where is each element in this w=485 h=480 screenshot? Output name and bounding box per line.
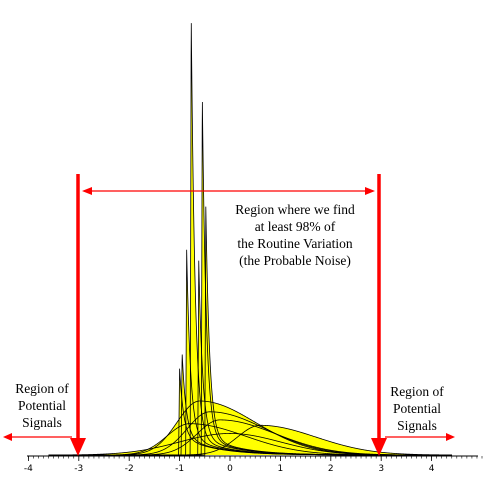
- x-axis-tick-label: 2: [328, 464, 334, 474]
- density-curve-13: [48, 423, 452, 456]
- right-annotation-line-1: Region of: [390, 384, 444, 399]
- upper-limit-arrowhead: [371, 438, 387, 456]
- right-signal-arrowhead: [446, 433, 455, 441]
- routine-arrow-left-head: [82, 187, 92, 195]
- right-annotation-line-3: Signals: [397, 418, 437, 433]
- x-axis-tick-labels: -4 -3 -2 -1 0 1 2 3 4: [24, 464, 435, 474]
- density-curves: [48, 23, 452, 456]
- center-annotation: Region where we find at least 98% of the…: [220, 198, 370, 268]
- right-annotation-line-2: Potential: [393, 401, 441, 416]
- center-annotation-line-2: at least 98% of: [255, 219, 336, 234]
- x-axis-tick-label: 3: [378, 464, 384, 474]
- left-signal-arrowhead: [3, 433, 12, 441]
- x-axis-tick-label: -1: [175, 464, 184, 474]
- left-annotation: Region of Potential Signals: [15, 381, 69, 430]
- center-annotation-line-3: the Routine Variation: [237, 236, 352, 251]
- x-axis-tick-label: -4: [24, 464, 33, 474]
- x-axis-tick-label: 4: [429, 464, 435, 474]
- center-annotation-background: [220, 198, 370, 266]
- x-axis-tick-label: -3: [74, 464, 83, 474]
- right-annotation: Region of Potential Signals: [390, 384, 444, 433]
- x-axis-tick-label: -2: [125, 464, 134, 474]
- x-axis-major-ticks: [27, 456, 433, 461]
- density-curve-3: [48, 101, 452, 456]
- center-annotation-line-1: Region where we find: [235, 202, 355, 217]
- center-annotation-line-4: (the Probable Noise): [239, 253, 351, 268]
- left-annotation-line-3: Signals: [22, 415, 62, 430]
- x-axis-tick-label: 1: [278, 464, 284, 474]
- left-annotation-line-1: Region of: [15, 381, 69, 396]
- lower-limit-arrowhead: [70, 438, 86, 456]
- left-annotation-line-2: Potential: [18, 398, 66, 413]
- x-axis-tick-label: 0: [227, 464, 233, 474]
- routine-arrow-right-head: [365, 187, 375, 195]
